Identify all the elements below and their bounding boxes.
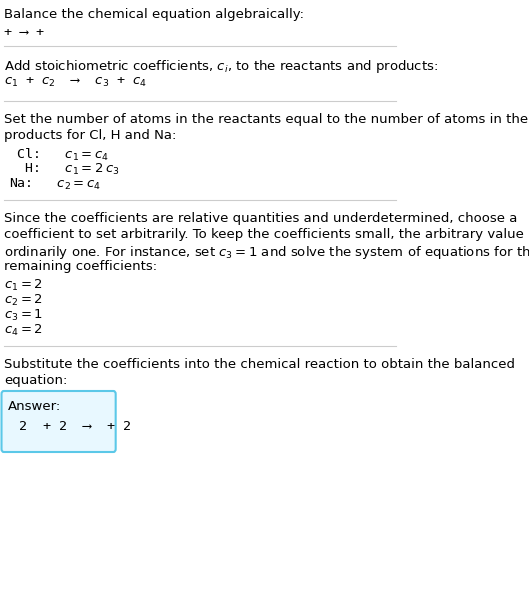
Text: Add stoichiometric coefficients, $c_i$, to the reactants and products:: Add stoichiometric coefficients, $c_i$, …: [4, 58, 438, 75]
Text: 2  + 2  ⟶  + 2: 2 + 2 ⟶ + 2: [19, 420, 131, 433]
Text: H:   $c_1 = 2\,c_3$: H: $c_1 = 2\,c_3$: [9, 162, 120, 177]
Text: remaining coefficients:: remaining coefficients:: [4, 260, 157, 273]
Text: ordinarily one. For instance, set $c_3 = 1$ and solve the system of equations fo: ordinarily one. For instance, set $c_3 =…: [4, 244, 529, 261]
Text: Cl:   $c_1 = c_4$: Cl: $c_1 = c_4$: [9, 147, 110, 163]
FancyBboxPatch shape: [2, 391, 116, 452]
Text: $c_2 = 2$: $c_2 = 2$: [4, 293, 43, 308]
Text: Substitute the coefficients into the chemical reaction to obtain the balanced: Substitute the coefficients into the che…: [4, 358, 515, 371]
Text: products for Cl, H and Na:: products for Cl, H and Na:: [4, 129, 176, 142]
Text: $c_3 = 1$: $c_3 = 1$: [4, 308, 43, 323]
Text: Since the coefficients are relative quantities and underdetermined, choose a: Since the coefficients are relative quan…: [4, 212, 517, 225]
Text: + ⟶ +: + ⟶ +: [4, 26, 44, 39]
Text: coefficient to set arbitrarily. To keep the coefficients small, the arbitrary va: coefficient to set arbitrarily. To keep …: [4, 228, 529, 241]
Text: Answer:: Answer:: [8, 400, 61, 413]
Text: equation:: equation:: [4, 374, 67, 387]
Text: $c_1 = 2$: $c_1 = 2$: [4, 278, 43, 293]
Text: Balance the chemical equation algebraically:: Balance the chemical equation algebraica…: [4, 8, 304, 21]
Text: $c_1$ + $c_2$  ⟶  $c_3$ + $c_4$: $c_1$ + $c_2$ ⟶ $c_3$ + $c_4$: [4, 76, 147, 89]
Text: $c_4 = 2$: $c_4 = 2$: [4, 323, 43, 338]
Text: Na:   $c_2 = c_4$: Na: $c_2 = c_4$: [9, 177, 102, 192]
Text: Set the number of atoms in the reactants equal to the number of atoms in the: Set the number of atoms in the reactants…: [4, 113, 528, 126]
